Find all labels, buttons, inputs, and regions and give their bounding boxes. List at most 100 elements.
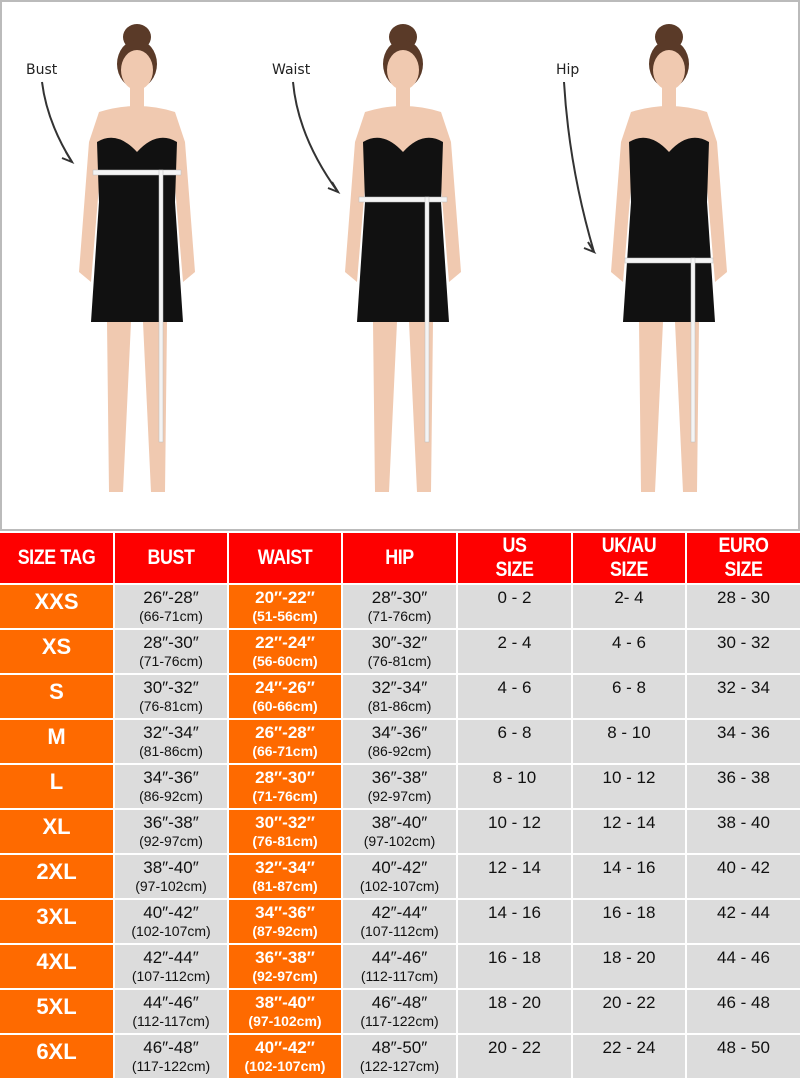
- header-line: SIZE: [724, 558, 763, 581]
- waist-cell: 28″-30″ (71-76cm): [229, 765, 341, 808]
- size-tag-cell: 6XL: [0, 1035, 113, 1078]
- bust-cm: (102-107cm): [131, 922, 211, 939]
- arrow-icon: [41, 81, 73, 163]
- header-label: UK/AU SIZE: [581, 533, 677, 583]
- hip-cell: 42″-44″ (107-112cm): [343, 900, 456, 943]
- bust-cell: 42″-44″ (107-112cm): [115, 945, 227, 988]
- waist-inches: 34″-36″: [255, 903, 315, 922]
- us-size-cell: 4 - 6: [458, 675, 571, 718]
- bust-cell: 36″-38″ (92-97cm): [115, 810, 227, 853]
- waist-inches: 36″-38″: [255, 948, 315, 967]
- waist-inches: 20″-22″: [255, 588, 315, 607]
- arrow-icon: [292, 81, 339, 193]
- us-size-cell: 0 - 2: [458, 585, 571, 628]
- us-size-cell: 14 - 16: [458, 900, 571, 943]
- hip-cell: 32″-34″ (81-86cm): [343, 675, 456, 718]
- model-waist-illustration: [292, 24, 461, 492]
- bust-inches: 28″-30″: [143, 633, 199, 652]
- euro-size-cell: 40 - 42: [687, 855, 800, 898]
- hip-inches: 40″-42″: [371, 858, 428, 877]
- hip-inches: 30″-32″: [371, 633, 428, 652]
- figure-label: Hip: [556, 62, 580, 78]
- waist-cm: (60-66cm): [252, 697, 318, 714]
- hip-cell: 44″-46″ (112-117cm): [343, 945, 456, 988]
- hip-inches: 32″-34″: [371, 678, 428, 697]
- size-tag-cell: XXS: [0, 585, 113, 628]
- us-size-cell: 10 - 12: [458, 810, 571, 853]
- bust-inches: 32″-34″: [143, 723, 199, 742]
- size-tag-cell: S: [0, 675, 113, 718]
- hip-inches: 48″-50″: [371, 1038, 428, 1057]
- figure-bust: Bust: [2, 2, 268, 530]
- hip-cm: (71-76cm): [367, 607, 432, 624]
- waist-cell: 20″-22″ (51-56cm): [229, 585, 341, 628]
- uk-size-cell: 8 - 10: [573, 720, 685, 763]
- hip-cm: (86-92cm): [367, 742, 432, 759]
- header-line: BUST: [147, 545, 195, 569]
- header-line: SIZE: [610, 558, 648, 581]
- bust-inches: 42″-44″: [143, 948, 199, 967]
- hip-inches: 38″-40″: [371, 813, 428, 832]
- header-label: EURO SIZE: [695, 533, 792, 583]
- hip-cm: (122-127cm): [359, 1057, 440, 1074]
- bust-cell: 40″-42″ (102-107cm): [115, 900, 227, 943]
- size-tag-cell: 5XL: [0, 990, 113, 1033]
- us-size-cell: 16 - 18: [458, 945, 571, 988]
- bust-inches: 46″-48″: [143, 1038, 199, 1057]
- hip-cm: (81-86cm): [367, 697, 432, 714]
- bust-cm: (81-86cm): [139, 742, 203, 759]
- euro-size-cell: 38 - 40: [687, 810, 800, 853]
- hip-cell: 28″-30″ (71-76cm): [343, 585, 456, 628]
- hip-cm: (117-122cm): [360, 1012, 439, 1029]
- measurement-photo: Bust Waist Hip: [0, 0, 800, 531]
- waist-cm: (97-102cm): [248, 1012, 322, 1029]
- uk-size-cell: 16 - 18: [573, 900, 685, 943]
- uk-size-cell: 6 - 8: [573, 675, 685, 718]
- hip-inches: 34″-36″: [371, 723, 428, 742]
- waist-cell: 22″-24″ (56-60cm): [229, 630, 341, 673]
- bust-inches: 34″-36″: [143, 768, 199, 787]
- bust-cell: 44″-46″ (112-117cm): [115, 990, 227, 1033]
- waist-cm: (71-76cm): [252, 787, 318, 804]
- hip-inches: 36″-38″: [371, 768, 428, 787]
- bust-cm: (66-71cm): [139, 607, 203, 624]
- waist-cm: (51-56cm): [252, 607, 318, 624]
- waist-inches: 38″-40″: [255, 993, 315, 1012]
- bust-cell: 38″-40″ (97-102cm): [115, 855, 227, 898]
- waist-cm: (81-87cm): [252, 877, 318, 894]
- bust-cm: (112-117cm): [132, 1012, 210, 1029]
- waist-inches: 32″-34″: [255, 858, 315, 877]
- size-tag-cell: M: [0, 720, 113, 763]
- euro-size-cell: 32 - 34: [687, 675, 800, 718]
- figure-label: Bust: [26, 62, 58, 78]
- size-tag-cell: XL: [0, 810, 113, 853]
- bust-cm: (92-97cm): [139, 832, 203, 849]
- header-line: WAIST: [257, 545, 313, 569]
- uk-size-cell: 4 - 6: [573, 630, 685, 673]
- euro-size-cell: 48 - 50: [687, 1035, 800, 1078]
- bust-inches: 44″-46″: [143, 993, 199, 1012]
- hip-cm: (97-102cm): [363, 832, 436, 849]
- waist-cell: 36″-38″ (92-97cm): [229, 945, 341, 988]
- euro-size-cell: 42 - 44: [687, 900, 800, 943]
- euro-size-cell: 44 - 46: [687, 945, 800, 988]
- figure-waist: Waist: [268, 2, 534, 530]
- hip-cell: 46″-48″ (117-122cm): [343, 990, 456, 1033]
- header-cell: SIZE TAG: [0, 533, 113, 583]
- bust-cm: (86-92cm): [139, 787, 203, 804]
- bust-cell: 46″-48″ (117-122cm): [115, 1035, 227, 1078]
- waist-cell: 24″-26″ (60-66cm): [229, 675, 341, 718]
- waist-inches: 24″-26″: [255, 678, 315, 697]
- hip-cell: 34″-36″ (86-92cm): [343, 720, 456, 763]
- bust-cell: 32″-34″ (81-86cm): [115, 720, 227, 763]
- header-line: SIZE: [495, 558, 534, 581]
- hip-cm: (107-112cm): [360, 922, 439, 939]
- uk-size-cell: 20 - 22: [573, 990, 685, 1033]
- header-line: US: [502, 533, 527, 557]
- us-size-cell: 18 - 20: [458, 990, 571, 1033]
- hip-inches: 28″-30″: [371, 588, 428, 607]
- bust-cm: (117-122cm): [131, 1057, 211, 1074]
- header-cell: US SIZE: [458, 533, 571, 583]
- us-size-cell: 20 - 22: [458, 1035, 571, 1078]
- euro-size-cell: 30 - 32: [687, 630, 800, 673]
